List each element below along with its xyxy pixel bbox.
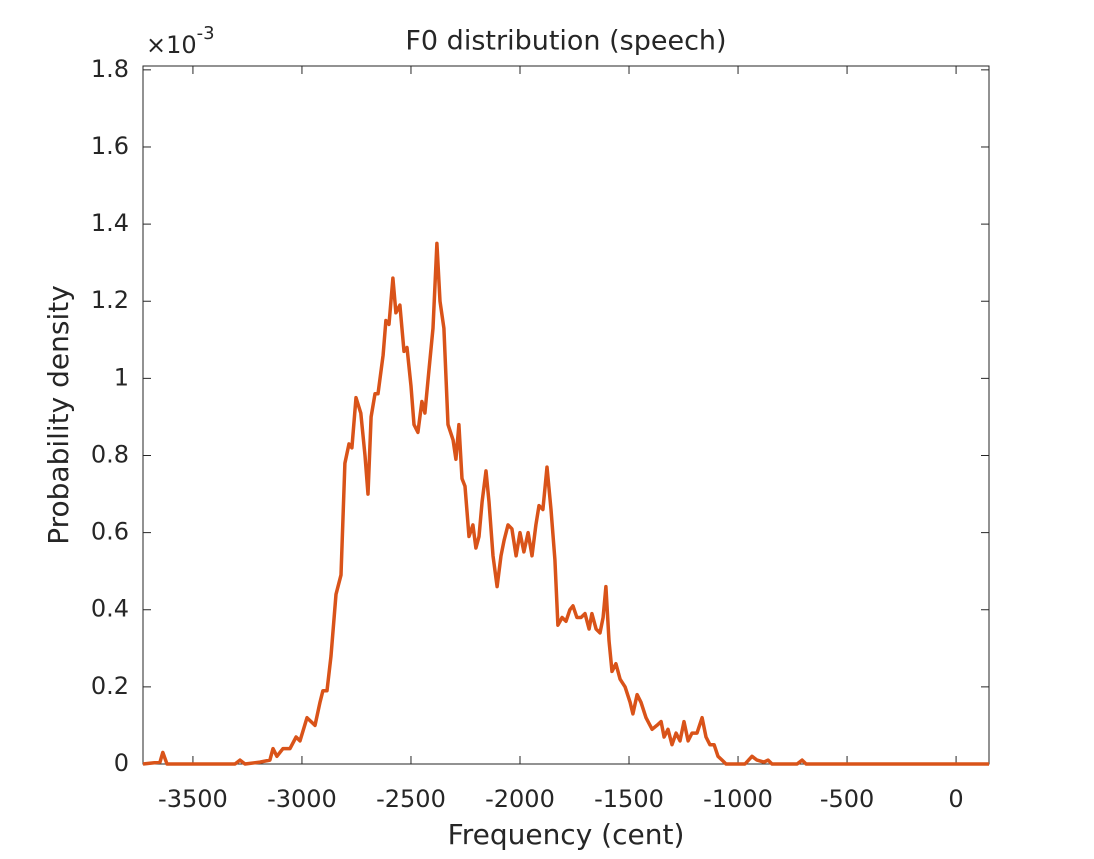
- y-tick-label: 0: [114, 749, 129, 777]
- exponent-power: -3: [197, 23, 215, 44]
- y-tick-label: 1.4: [91, 209, 129, 237]
- y-tick-label: 1.6: [91, 132, 129, 160]
- x-tick-label: -1000: [703, 785, 773, 813]
- y-tick-label: 0.2: [91, 672, 129, 700]
- x-tick-label: 0: [948, 785, 963, 813]
- y-tick-label: 1: [114, 363, 129, 391]
- plot-area: [142, 65, 990, 765]
- y-tick-label: 0.6: [91, 518, 129, 546]
- x-tick-label: -2000: [485, 785, 555, 813]
- exponent-base: ×10: [146, 31, 197, 59]
- y-axis-label: Probability density: [42, 285, 75, 545]
- y-tick-label: 1.8: [91, 55, 129, 83]
- x-tick-label: -1500: [594, 785, 664, 813]
- x-axis-label: Frequency (cent): [448, 818, 685, 851]
- y-tick-label: 0.4: [91, 595, 129, 623]
- y-tick-label: 1.2: [91, 286, 129, 314]
- y-tick-label: 0.8: [91, 440, 129, 468]
- chart-title: F0 distribution (speech): [405, 26, 726, 57]
- x-tick-label: -3500: [158, 785, 228, 813]
- x-tick-label: -3000: [267, 785, 337, 813]
- x-tick-label: -500: [820, 785, 874, 813]
- axis-exponent: ×10-3: [146, 23, 215, 59]
- line-series: [142, 241, 989, 766]
- x-tick-label: -2500: [376, 785, 446, 813]
